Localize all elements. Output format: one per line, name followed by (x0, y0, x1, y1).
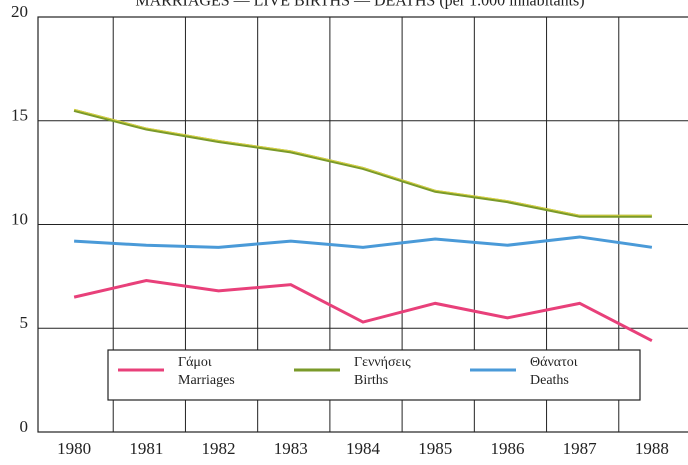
legend-label: Deaths (530, 373, 569, 388)
series-line-highlight (73, 108, 652, 216)
x-tick-label: 1984 (346, 439, 381, 458)
y-tick-label: 0 (20, 417, 29, 436)
y-tick-label: 10 (11, 209, 28, 228)
legend-label: Θάνατοι (530, 355, 578, 370)
chart-title: MARRIAGES — LIVE BIRTHS — DEATHS (per 1.… (135, 0, 584, 10)
x-tick-label: 1988 (635, 439, 669, 458)
y-tick-label: 15 (11, 106, 28, 125)
legend-box (107, 349, 641, 401)
legend-label: Marriages (178, 373, 235, 388)
y-tick-label: 5 (20, 313, 29, 332)
legend-label: Births (354, 373, 388, 388)
x-tick-label: 1985 (418, 439, 452, 458)
x-tick-label: 1982 (202, 439, 236, 458)
legend-label: Γάμοι (178, 355, 212, 370)
series-line (74, 235, 653, 249)
y-tick-label: 20 (11, 2, 28, 21)
x-tick-label: 1981 (129, 439, 163, 458)
x-tick-label: 1983 (274, 439, 308, 458)
series-line (73, 108, 652, 218)
legend-label: Γεννήσεις (354, 355, 411, 370)
series-line (73, 279, 653, 343)
x-tick-label: 1987 (563, 439, 598, 458)
x-tick-label: 1980 (57, 439, 91, 458)
x-tick-label: 1986 (490, 439, 524, 458)
